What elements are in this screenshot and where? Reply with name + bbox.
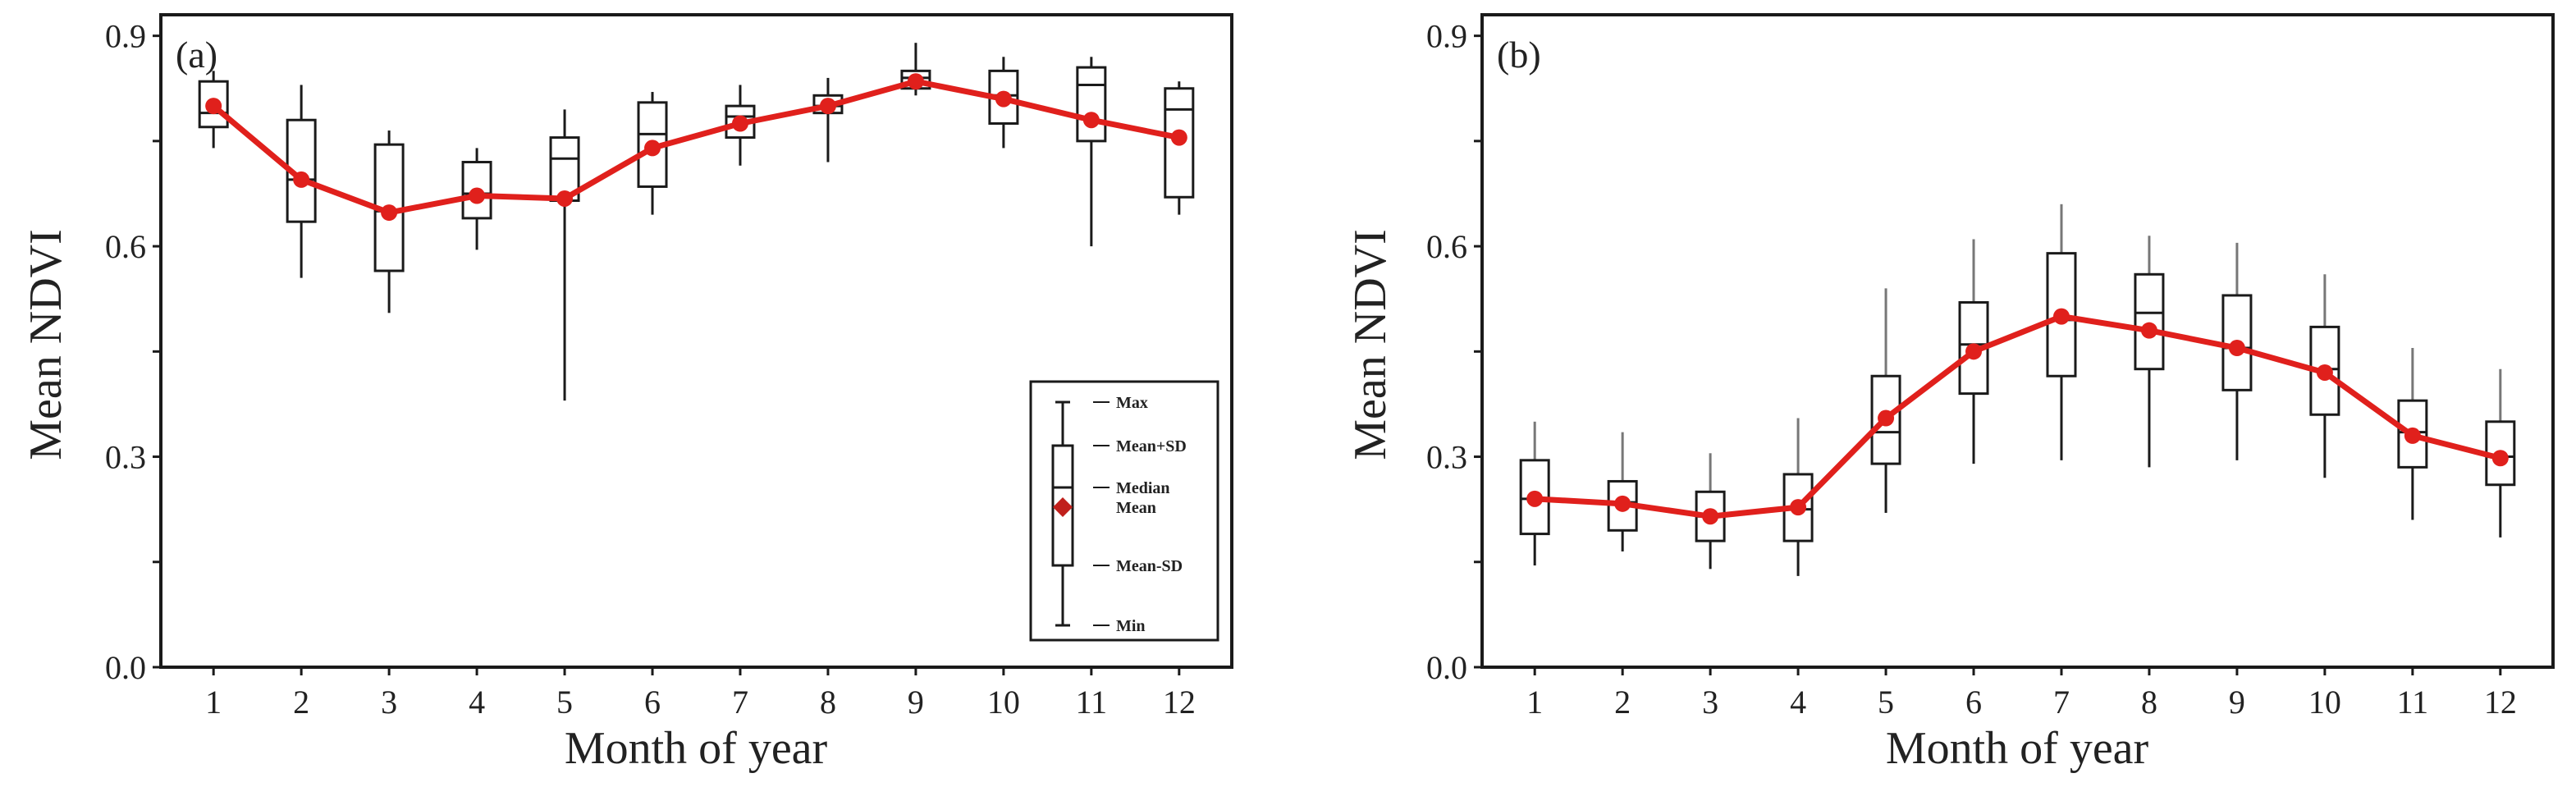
panel-a-box-month-11 <box>1076 57 1107 247</box>
legend-label-max: Max <box>1116 394 1148 412</box>
panel-b-mean-point <box>1878 410 1895 427</box>
panel-a-x-tick-label: 8 <box>820 684 836 721</box>
panel-b-x-tick-label: 5 <box>1878 684 1894 721</box>
panel-a-x-tick-label: 2 <box>293 684 309 721</box>
panel-a-mean-point <box>995 90 1012 108</box>
panel-b-x-tick-label: 6 <box>1965 684 1982 721</box>
panel-a-x-tick-label: 3 <box>381 684 397 721</box>
panel-b-mean-point <box>2228 340 2245 357</box>
legend-mean-diamond <box>1053 497 1073 517</box>
panel-b-y-tick-label: 0.9 <box>1426 18 1467 55</box>
panel-a-box-month-1 <box>198 71 229 149</box>
legend-label-median: Median <box>1116 479 1170 497</box>
panel-a-box <box>1076 66 1107 143</box>
panel-a: (a) Mean NDVI Month of year 0.0 0.3 0.6 0.9… <box>21 13 1233 774</box>
panel-a-y-tick-label: 0.6 <box>105 228 146 265</box>
panel-a-x-tick-label: 5 <box>556 684 573 721</box>
panel-b-x-axis-title: Month of year <box>1886 723 2149 774</box>
panel-b-y-tick-label: 0.3 <box>1426 439 1467 476</box>
panel-b-mean-point <box>2404 427 2421 444</box>
panel-a-x-tick-label: 10 <box>987 684 1020 721</box>
panel-a-x-tick-label: 11 <box>1076 684 1108 721</box>
panel-a-mean-point <box>1170 129 1187 146</box>
legend-label-min: Min <box>1116 617 1146 635</box>
panel-a-label: (a) <box>176 34 217 75</box>
panel-a-y-tick-label: 0.9 <box>105 18 146 55</box>
panel-a-mean-point <box>556 190 574 207</box>
panel-b-mean-point <box>1614 495 1631 512</box>
panel-b-x-tick-label: 8 <box>2141 684 2157 721</box>
panel-b-box-month-9 <box>2221 242 2253 460</box>
panel-b-y-axis-title: Mean NDVI <box>1345 229 1396 460</box>
panel-b-box-month-8 <box>2134 236 2165 468</box>
panel-b-x-tick-label: 4 <box>1790 684 1806 721</box>
panel-a-x-tick-label: 4 <box>469 684 485 721</box>
panel-b-x-tick-label: 7 <box>2053 684 2070 721</box>
panel-b-box-month-11 <box>2397 348 2428 520</box>
panel-b-mean-point <box>2140 322 2157 339</box>
panel-a-y-tick-label: 0.0 <box>105 649 146 686</box>
panel-b-y-tick-label: 0.0 <box>1426 649 1467 686</box>
panel-b-y-tick-label: 0.6 <box>1426 228 1467 265</box>
panel-b-box <box>2397 399 2428 469</box>
panel-a-x-axis-title: Month of year <box>565 723 828 774</box>
panel-a-mean-point <box>819 98 836 115</box>
panel-b-x-tick-label: 11 <box>2397 684 2429 721</box>
panel-b-x-tick-label: 10 <box>2308 684 2341 721</box>
panel-b-frame <box>1480 13 2555 669</box>
panel-a-x-tick-label: 1 <box>205 684 222 721</box>
panel-b-box <box>2221 294 2253 391</box>
panel-b-mean-series <box>1526 308 2509 525</box>
panel-a-x-tick-label: 12 <box>1163 684 1196 721</box>
panel-b-mean-point <box>1965 343 1983 360</box>
panel-b-mean-point <box>2052 308 2070 325</box>
panel-a-box-month-12 <box>1164 81 1195 215</box>
legend: Max Mean+SD Median Mean Mean-SD Min <box>1029 380 1219 642</box>
panel-b-label: (b) <box>1497 34 1541 75</box>
panel-b-x-tick-label: 1 <box>1526 684 1543 721</box>
panel-b-box <box>2134 272 2165 371</box>
panel-a-x-tick-label: 9 <box>908 684 924 721</box>
panel-b-x-tick-label: 3 <box>1702 684 1718 721</box>
panel-a-mean-point <box>381 204 398 222</box>
panel-b-mean-point <box>1702 508 1719 525</box>
panel-a-x-tick-label: 7 <box>732 684 748 721</box>
panel-a-y-tick-label: 0.3 <box>105 439 146 476</box>
panel-a-axis-ticks: 0.00.30.60.91 2 3 4 5 6 7 8 9 10 11 12 <box>105 18 1196 721</box>
panel-b-mean-point <box>2316 364 2333 381</box>
panel-b-mean-point <box>2491 450 2509 467</box>
panel-b-box-month-6 <box>1958 239 1989 464</box>
panel-b-x-tick-label: 9 <box>2229 684 2245 721</box>
panel-b-x-tick-label: 2 <box>1614 684 1631 721</box>
panel-a-mean-point <box>731 115 748 132</box>
panel-b-axis-ticks: 0.00.30.60.91 2 3 4 5 6 7 8 9 10 11 12 <box>1426 18 2517 721</box>
panel-a-mean-series <box>205 73 1187 222</box>
panel-a-mean-point <box>644 140 661 157</box>
legend-label-mean-plus-sd: Mean+SD <box>1116 437 1187 455</box>
panel-b-x-tick-label: 12 <box>2484 684 2517 721</box>
panel-a-mean-point <box>1082 112 1100 129</box>
panel-a-x-tick-label: 6 <box>644 684 661 721</box>
panel-b-mean-point <box>1790 499 1807 516</box>
panel-b: (b) Mean NDVI Month of year 0.0 0.3 0.6 0.9… <box>1345 13 2555 774</box>
panel-a-mean-line <box>211 78 1180 216</box>
panel-a-mean-point <box>907 73 924 90</box>
panel-a-y-axis-title: Mean NDVI <box>21 229 71 460</box>
panel-a-mean-point <box>205 98 222 115</box>
panel-b-mean-point <box>1526 490 1544 507</box>
legend-label-mean-minus-sd: Mean-SD <box>1116 557 1183 575</box>
panel-a-mean-point <box>293 171 310 188</box>
panel-a-mean-point <box>469 187 486 204</box>
panel-b-mean-line <box>1534 313 2501 519</box>
legend-label-mean: Mean <box>1116 499 1156 517</box>
